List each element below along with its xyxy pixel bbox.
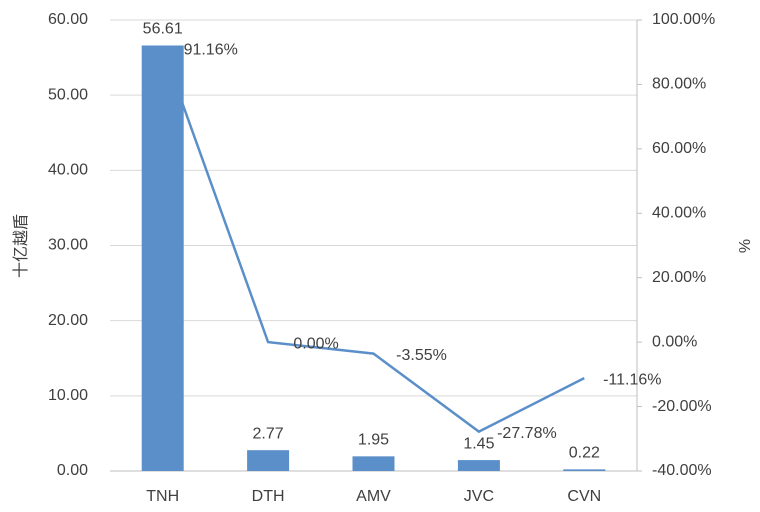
- line-value-label: 0.00%: [293, 335, 338, 352]
- line-value-label: -3.55%: [396, 347, 447, 364]
- y-tick-label: 50.00: [48, 86, 88, 103]
- bar-value-label: 0.22: [569, 445, 600, 462]
- bar: [352, 456, 395, 471]
- bar: [457, 460, 500, 471]
- y2-tick-label: 60.00%: [652, 140, 706, 157]
- y-tick-label: 60.00: [48, 11, 88, 28]
- x-tick-label: TNH: [146, 488, 179, 505]
- bar: [563, 469, 606, 471]
- x-tick-label: CVN: [567, 488, 601, 505]
- y-tick-label: 0.00: [57, 462, 88, 479]
- bar: [247, 450, 290, 471]
- y-tick-label: 30.00: [48, 237, 88, 254]
- bar-value-label: 1.95: [358, 432, 389, 449]
- bar-value-label: 2.77: [253, 425, 284, 442]
- bar-value-label: 56.61: [143, 21, 183, 38]
- y-tick-label: 20.00: [48, 312, 88, 329]
- x-tick-label: DTH: [252, 488, 285, 505]
- y2-tick-label: -20.00%: [652, 398, 712, 415]
- y2-tick-label: 80.00%: [652, 76, 706, 93]
- y2-tick-label: 0.00%: [652, 333, 697, 350]
- y2-tick-label: 100.00%: [652, 11, 715, 28]
- line-value-label: 91.16%: [184, 42, 238, 59]
- y-axis-label: 十亿越盾: [12, 214, 30, 278]
- y2-axis-label: %: [737, 239, 754, 253]
- y-tick-label: 10.00: [48, 387, 88, 404]
- y2-tick-label: -40.00%: [652, 462, 712, 479]
- line-value-label: -11.16%: [603, 371, 661, 388]
- x-tick-label: JVC: [464, 488, 494, 505]
- y2-tick-label: 20.00%: [652, 269, 706, 286]
- x-tick-label: AMV: [356, 488, 391, 505]
- y-tick-label: 40.00: [48, 162, 88, 179]
- y2-tick-label: 40.00%: [652, 205, 706, 222]
- bar-value-label: 1.45: [463, 435, 494, 452]
- line: [161, 48, 585, 434]
- bar: [141, 45, 184, 471]
- line-value-label: -27.78%: [497, 425, 557, 442]
